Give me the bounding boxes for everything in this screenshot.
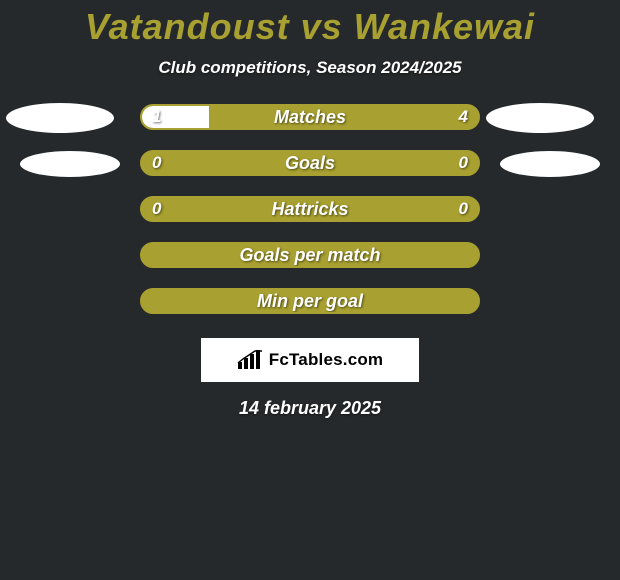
- stat-row: Goals0 0: [140, 150, 480, 176]
- footer-date: 14 february 2025: [239, 398, 381, 419]
- player-silhouette: [6, 103, 114, 133]
- brand-chart-icon: [237, 350, 263, 370]
- stat-fill-left: [142, 106, 209, 128]
- player-silhouette: [500, 151, 600, 177]
- stat-row: Matches14: [140, 104, 480, 130]
- stat-row: Goals per match: [140, 242, 480, 268]
- brand-badge: FcTables.com: [201, 338, 419, 382]
- stat-value-left: 0: [152, 198, 161, 220]
- stat-value-right: 0: [459, 152, 468, 174]
- stats-area: Matches14Goals00Hattricks00Goals per mat…: [0, 104, 620, 334]
- stat-label: Hattricks: [142, 198, 478, 220]
- subtitle: Club competitions, Season 2024/2025: [158, 58, 461, 78]
- page-title: Vatandoust vs Wankewai: [85, 6, 535, 48]
- stat-value-left: 0: [152, 152, 161, 174]
- stat-value-right: 4: [459, 106, 468, 128]
- stat-label: Min per goal: [142, 290, 478, 312]
- stat-label: Goals per match: [142, 244, 478, 266]
- stat-row: Min per goal: [140, 288, 480, 314]
- player-silhouette: [20, 151, 120, 177]
- stat-row: Hattricks0 0: [140, 196, 480, 222]
- brand-text: FcTables.com: [269, 350, 384, 370]
- stat-label: Goals: [142, 152, 478, 174]
- stat-value-right: 0: [459, 198, 468, 220]
- player-silhouette: [486, 103, 594, 133]
- comparison-infographic: Vatandoust vs Wankewai Club competitions…: [0, 0, 620, 580]
